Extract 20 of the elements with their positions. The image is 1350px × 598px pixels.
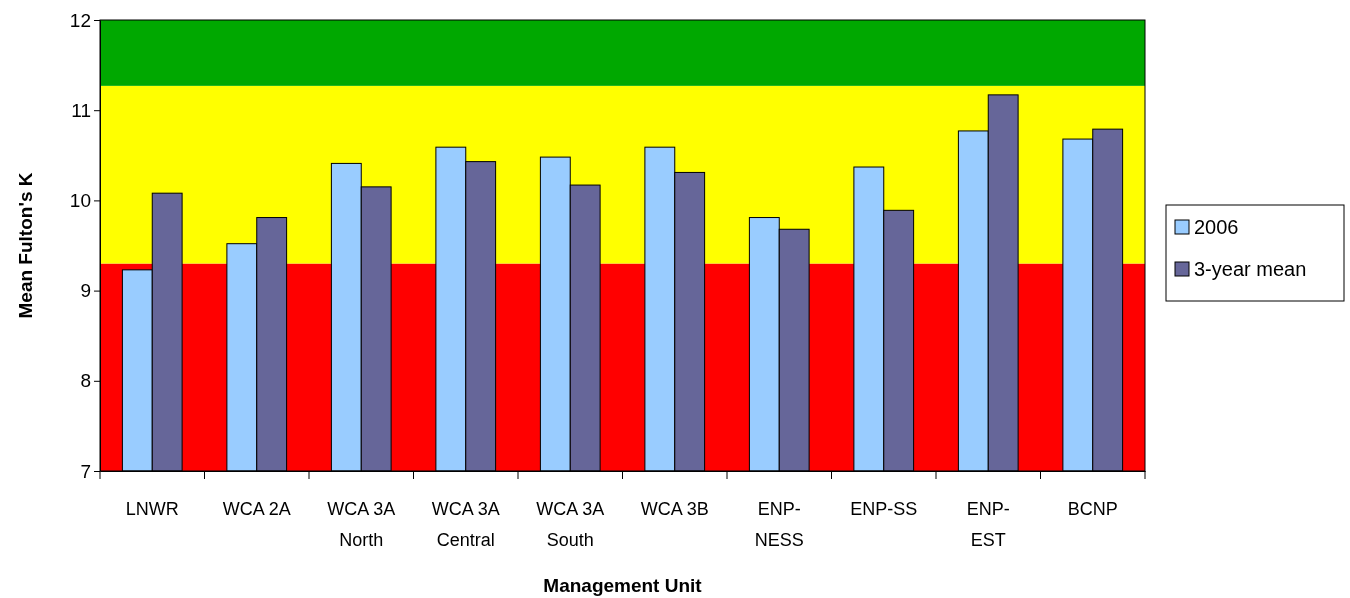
x-tick-label: BCNP	[1067, 499, 1118, 519]
x-tick-label: ENP-NESS	[754, 499, 804, 550]
x-tick-label: WCA 3B	[640, 499, 709, 519]
y-tick-label: 12	[69, 9, 91, 31]
x-tick-label: ENP-SS	[850, 499, 918, 519]
y-tick-label: 11	[71, 99, 91, 121]
y-tick-label: 8	[80, 370, 91, 392]
x-tick-label: WCA 3A North	[327, 499, 396, 550]
x-tick-label: LNWR	[125, 499, 179, 519]
y-tick-label: 7	[80, 460, 91, 482]
y-tick-label: 9	[80, 280, 91, 302]
x-tick-label: ENP-EST	[966, 499, 1010, 550]
legend-label: 2006	[1194, 216, 1239, 238]
x-axis-title: Management Unit	[543, 575, 703, 596]
x-tick-label: WCA 3A Central	[431, 499, 500, 550]
y-tick-label: 10	[69, 189, 91, 211]
x-tick-label: WCA 3A South	[536, 499, 605, 550]
legend-label: 3-year mean	[1194, 258, 1307, 280]
x-tick-label: WCA 2A	[222, 499, 291, 519]
y-axis-title: Mean Fulton's K	[15, 172, 36, 319]
